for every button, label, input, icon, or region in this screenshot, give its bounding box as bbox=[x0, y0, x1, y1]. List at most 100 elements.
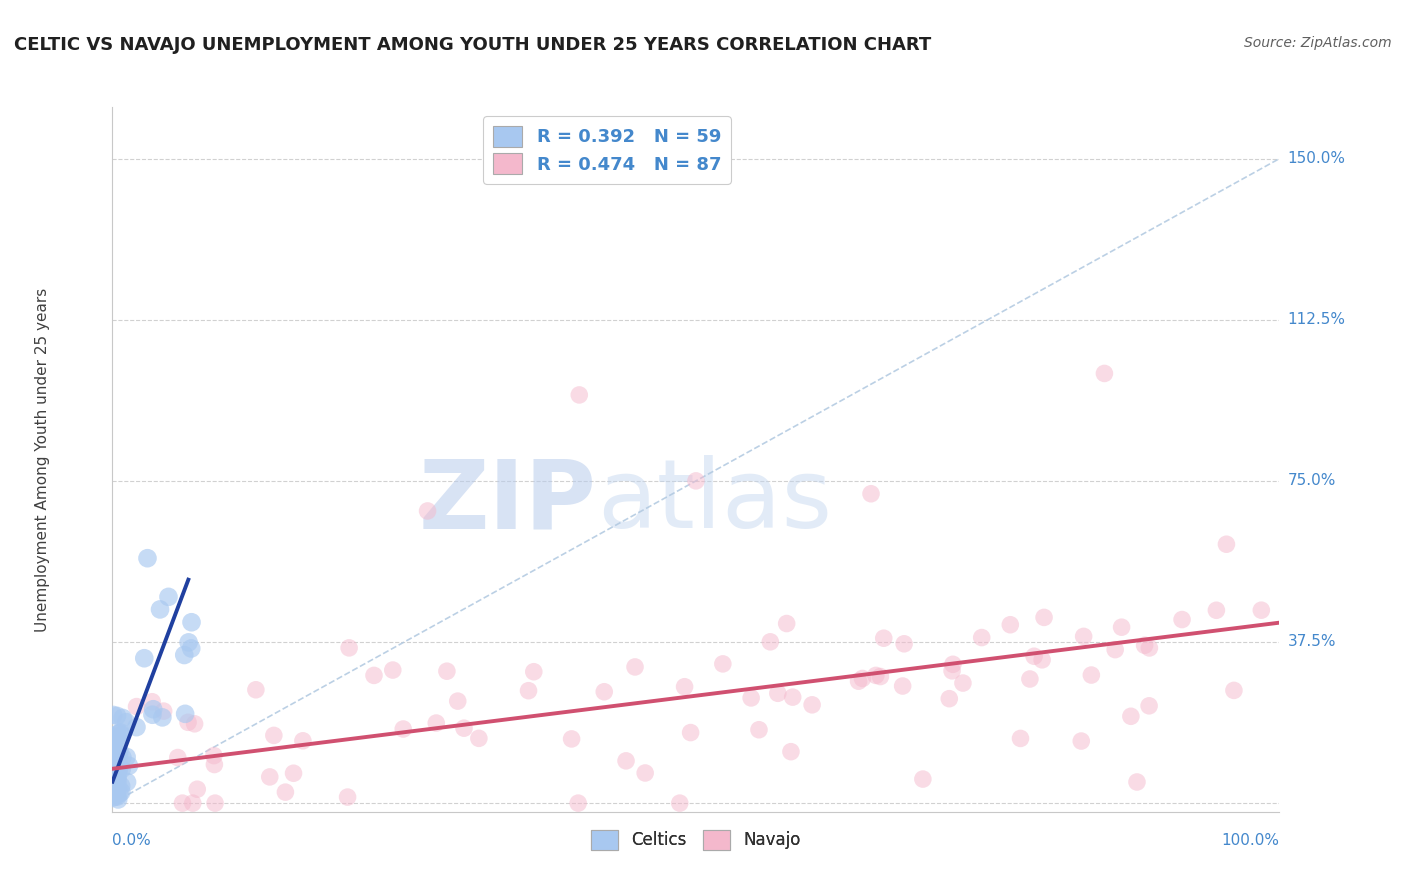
Point bbox=[104, 772, 127, 786]
Point bbox=[970, 631, 993, 645]
Point bbox=[801, 698, 824, 712]
Point bbox=[1022, 649, 1045, 664]
Point bbox=[142, 702, 165, 716]
Text: 0.0%: 0.0% bbox=[112, 833, 152, 848]
Point bbox=[869, 669, 891, 683]
Point bbox=[101, 740, 124, 755]
Point bbox=[105, 731, 128, 745]
Point bbox=[204, 796, 226, 810]
Point bbox=[941, 664, 963, 678]
Point bbox=[911, 772, 934, 786]
Point bbox=[183, 716, 205, 731]
Point bbox=[891, 679, 914, 693]
Point bbox=[1133, 638, 1156, 652]
Point bbox=[103, 764, 125, 779]
Point bbox=[1010, 731, 1032, 746]
Point bbox=[107, 780, 129, 794]
Point bbox=[108, 726, 131, 740]
Point bbox=[125, 699, 148, 714]
Point bbox=[150, 710, 173, 724]
Point bbox=[1070, 734, 1092, 748]
Point bbox=[1111, 620, 1133, 634]
Point bbox=[425, 716, 447, 731]
Point bbox=[711, 657, 734, 671]
Point bbox=[180, 615, 202, 630]
Point bbox=[851, 672, 873, 686]
Text: 75.0%: 75.0% bbox=[1288, 474, 1336, 488]
Point bbox=[392, 722, 415, 736]
Point bbox=[105, 768, 128, 782]
Point bbox=[523, 665, 546, 679]
Point bbox=[952, 676, 974, 690]
Point bbox=[1137, 698, 1160, 713]
Point bbox=[782, 690, 804, 705]
Point bbox=[668, 796, 690, 810]
Point bbox=[166, 750, 188, 764]
Point bbox=[134, 651, 156, 665]
Point bbox=[759, 635, 782, 649]
Point bbox=[1171, 613, 1194, 627]
Point bbox=[942, 657, 965, 672]
Point bbox=[104, 778, 127, 792]
Point bbox=[614, 754, 637, 768]
Point bbox=[1215, 537, 1237, 551]
Point bbox=[363, 668, 385, 682]
Point bbox=[776, 616, 799, 631]
Point bbox=[101, 784, 124, 798]
Point bbox=[1205, 603, 1227, 617]
Text: atlas: atlas bbox=[596, 455, 832, 549]
Point bbox=[111, 762, 134, 776]
Point bbox=[103, 708, 125, 723]
Point bbox=[1223, 683, 1246, 698]
Point bbox=[108, 761, 131, 775]
Point bbox=[105, 749, 128, 764]
Point bbox=[416, 504, 439, 518]
Point bbox=[103, 780, 125, 794]
Point bbox=[1094, 367, 1116, 381]
Point bbox=[177, 635, 200, 649]
Point bbox=[860, 487, 883, 501]
Text: 112.5%: 112.5% bbox=[1288, 312, 1346, 327]
Point bbox=[108, 734, 131, 748]
Point bbox=[104, 789, 127, 804]
Point bbox=[1019, 672, 1042, 686]
Point bbox=[517, 683, 540, 698]
Point bbox=[105, 758, 128, 772]
Point bbox=[568, 388, 591, 402]
Point bbox=[136, 551, 159, 566]
Point bbox=[101, 730, 124, 744]
Text: Source: ZipAtlas.com: Source: ZipAtlas.com bbox=[1244, 36, 1392, 50]
Point bbox=[381, 663, 404, 677]
Point bbox=[107, 772, 129, 787]
Point bbox=[766, 686, 789, 700]
Point bbox=[186, 782, 208, 797]
Point bbox=[103, 733, 125, 747]
Point bbox=[108, 749, 131, 764]
Point bbox=[780, 745, 803, 759]
Point bbox=[173, 648, 195, 662]
Text: Unemployment Among Youth under 25 years: Unemployment Among Youth under 25 years bbox=[35, 287, 51, 632]
Point bbox=[115, 715, 138, 730]
Point bbox=[107, 792, 129, 806]
Point bbox=[180, 641, 202, 656]
Point bbox=[103, 740, 125, 755]
Point bbox=[115, 750, 138, 764]
Point bbox=[107, 763, 129, 777]
Point bbox=[679, 725, 702, 739]
Point bbox=[673, 680, 696, 694]
Point bbox=[848, 674, 870, 689]
Point bbox=[1104, 642, 1126, 657]
Point bbox=[1031, 653, 1053, 667]
Point bbox=[110, 779, 132, 793]
Point bbox=[1126, 775, 1149, 789]
Point bbox=[1119, 709, 1142, 723]
Point bbox=[110, 785, 132, 799]
Point bbox=[893, 637, 915, 651]
Point bbox=[624, 660, 647, 674]
Point bbox=[865, 668, 887, 682]
Point bbox=[1073, 629, 1095, 643]
Point bbox=[202, 757, 225, 772]
Point bbox=[291, 733, 314, 747]
Point bbox=[748, 723, 770, 737]
Text: ZIP: ZIP bbox=[419, 455, 596, 549]
